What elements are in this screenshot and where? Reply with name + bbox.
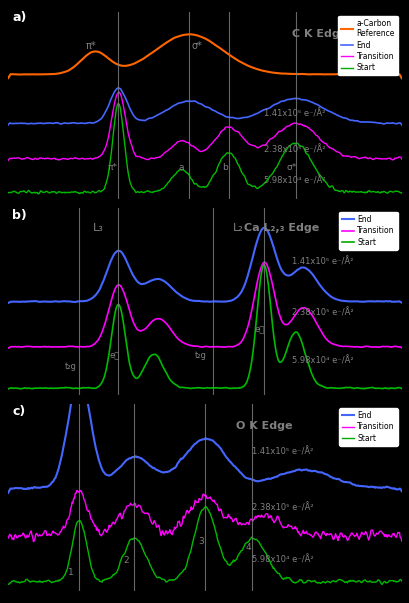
Text: t₂g: t₂g: [65, 362, 77, 371]
Text: b: b: [221, 163, 227, 172]
Text: Ca L₂,₃ Edge: Ca L₂,₃ Edge: [244, 223, 319, 233]
Text: 1.41x10⁵ e⁻/Å²: 1.41x10⁵ e⁻/Å²: [252, 447, 313, 456]
Text: 5.98x10⁴ e⁻/Å²: 5.98x10⁴ e⁻/Å²: [263, 176, 325, 185]
Text: e⁧: e⁧: [254, 326, 265, 335]
Text: 4: 4: [245, 543, 250, 552]
Text: σ*: σ*: [286, 163, 296, 172]
Legend: End, Transition, Start: End, Transition, Start: [338, 212, 397, 250]
Text: t₂g: t₂g: [195, 351, 207, 360]
Legend: End, Transition, Start: End, Transition, Start: [338, 408, 397, 446]
Text: 1.41x10⁵ e⁻/Å²: 1.41x10⁵ e⁻/Å²: [291, 257, 352, 267]
Text: 2.38x10⁵ e⁻/Å²: 2.38x10⁵ e⁻/Å²: [291, 308, 353, 318]
Text: 5.98x10⁴ e⁻/Å²: 5.98x10⁴ e⁻/Å²: [252, 555, 313, 565]
Text: 3: 3: [198, 537, 203, 546]
Legend: a-Carbon
Reference, End, Transition, Start: a-Carbon Reference, End, Transition, Sta…: [337, 16, 397, 75]
Text: C K Edge: C K Edge: [291, 28, 346, 39]
Text: 2: 2: [123, 556, 129, 565]
Text: c): c): [12, 405, 25, 418]
Text: b): b): [12, 209, 27, 223]
Text: 2.38x10⁵ e⁻/Å²: 2.38x10⁵ e⁻/Å²: [263, 145, 325, 154]
Text: 1: 1: [68, 569, 74, 578]
Text: L₂: L₂: [232, 223, 243, 233]
Text: e⁧: e⁧: [109, 351, 119, 360]
Text: 2.38x10⁵ e⁻/Å²: 2.38x10⁵ e⁻/Å²: [252, 503, 313, 512]
Text: 1.41x10⁵ e⁻/Å²: 1.41x10⁵ e⁻/Å²: [263, 109, 325, 119]
Text: O K Edge: O K Edge: [236, 421, 292, 431]
Text: a: a: [178, 163, 184, 172]
Text: σ*: σ*: [191, 40, 202, 51]
Text: 5.98x10⁴ e⁻/Å²: 5.98x10⁴ e⁻/Å²: [291, 356, 353, 366]
Text: a): a): [12, 11, 27, 24]
Text: π*: π*: [85, 40, 96, 51]
Text: π*: π*: [107, 163, 117, 172]
Text: L₃: L₃: [93, 223, 104, 233]
